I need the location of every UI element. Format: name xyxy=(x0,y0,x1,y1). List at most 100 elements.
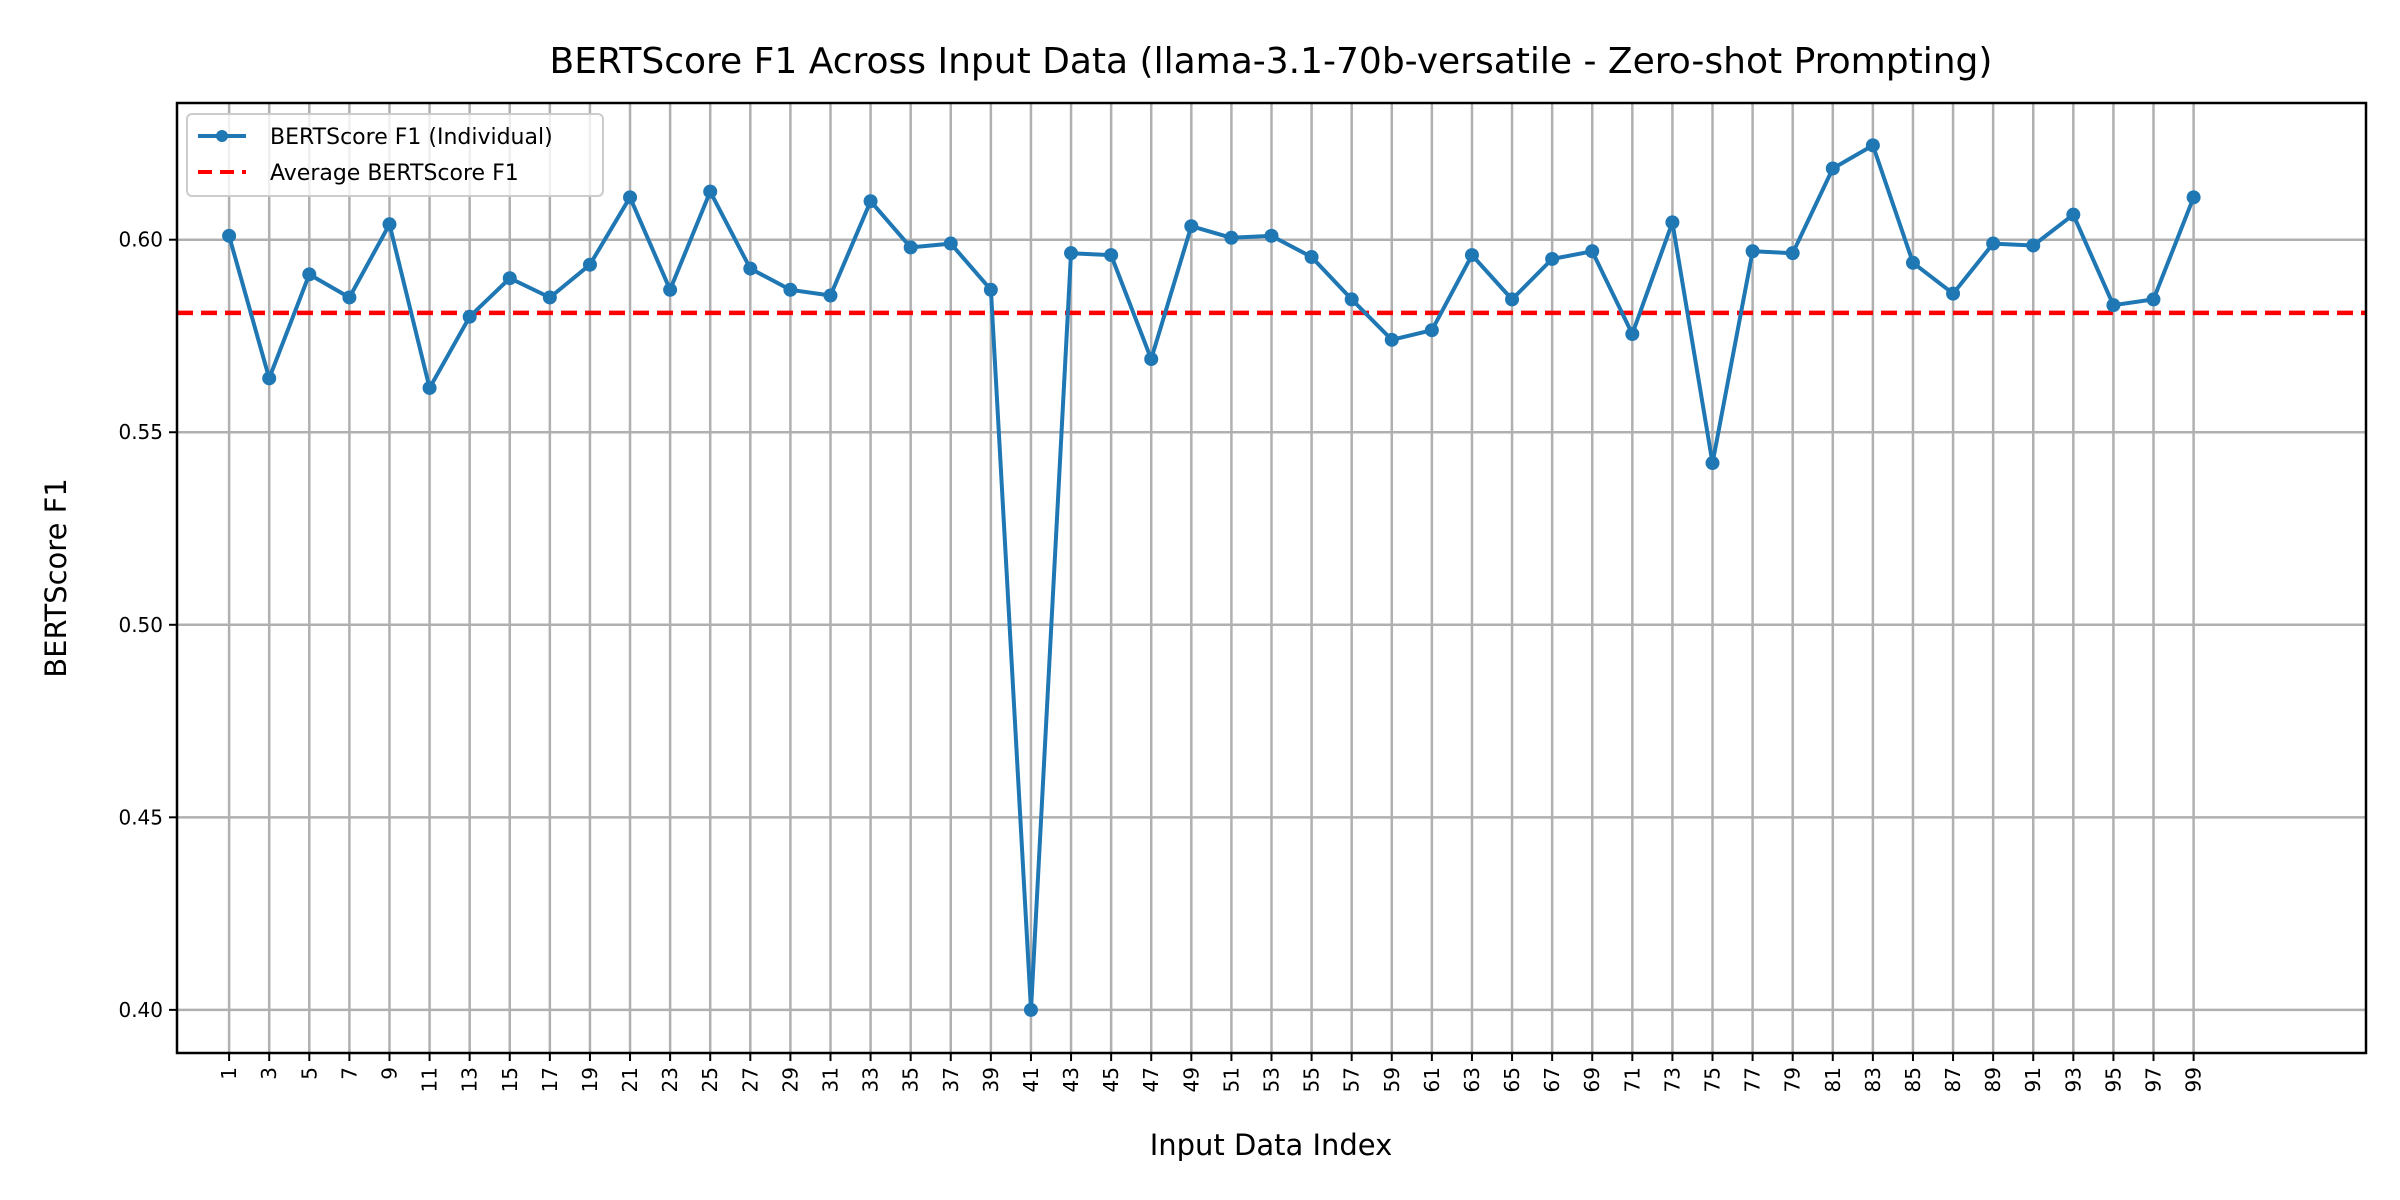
x-tick-label: 99 xyxy=(2182,1067,2206,1092)
data-point xyxy=(2066,207,2081,222)
x-tick-label: 29 xyxy=(778,1067,802,1092)
y-tick-label: 0.40 xyxy=(118,998,163,1022)
data-point xyxy=(1905,255,1920,270)
x-tick-label: 69 xyxy=(1580,1067,1604,1092)
data-point xyxy=(1384,332,1399,347)
x-tick-label: 59 xyxy=(1380,1067,1404,1092)
x-tick-label: 91 xyxy=(2021,1067,2045,1092)
x-tick-label: 83 xyxy=(1861,1067,1885,1092)
x-tick-label: 81 xyxy=(1821,1067,1845,1092)
x-axis-label: Input Data Index xyxy=(1150,1128,1393,1162)
x-tick-label: 7 xyxy=(337,1067,361,1080)
legend: BERTScore F1 (Individual) Average BERTSc… xyxy=(186,113,604,197)
x-tick-label: 65 xyxy=(1500,1067,1524,1092)
x-tick-label: 97 xyxy=(2142,1067,2166,1092)
data-point xyxy=(1705,456,1720,471)
data-point xyxy=(1264,228,1279,243)
legend-label-individual: BERTScore F1 (Individual) xyxy=(270,125,553,150)
x-tick-label: 71 xyxy=(1620,1067,1644,1092)
data-point xyxy=(262,371,277,386)
data-point xyxy=(1625,327,1640,342)
data-point xyxy=(2026,238,2041,253)
series-layer xyxy=(222,138,2201,1017)
data-point xyxy=(1424,323,1439,338)
x-tick-label: 31 xyxy=(818,1067,842,1092)
x-tick-label: 25 xyxy=(698,1067,722,1092)
data-point xyxy=(903,240,918,255)
data-point xyxy=(2186,190,2201,205)
x-tick-label: 13 xyxy=(458,1067,482,1092)
data-point xyxy=(743,261,758,276)
data-point xyxy=(863,194,878,209)
data-point xyxy=(623,190,638,205)
x-tick-label: 53 xyxy=(1260,1067,1284,1092)
data-point xyxy=(663,282,678,297)
x-tick-label: 55 xyxy=(1300,1067,1324,1092)
x-tick-label: 51 xyxy=(1219,1067,1243,1092)
x-tick-label: 85 xyxy=(1901,1067,1925,1092)
data-point xyxy=(1986,236,2001,251)
data-point xyxy=(1545,251,1560,266)
chart-title: BERTScore F1 Across Input Data (llama-3.… xyxy=(550,41,1993,82)
data-point xyxy=(983,282,998,297)
x-tick-label: 5 xyxy=(297,1067,321,1080)
data-point xyxy=(943,236,958,251)
grid xyxy=(177,103,2366,1053)
data-point xyxy=(1825,161,1840,176)
x-tick-label: 75 xyxy=(1701,1067,1725,1092)
x-tick-label: 19 xyxy=(578,1067,602,1092)
x-tick-label: 73 xyxy=(1660,1067,1684,1092)
data-point xyxy=(823,288,838,303)
x-tick-label: 67 xyxy=(1540,1067,1564,1092)
data-point xyxy=(1304,250,1319,265)
x-tick-label: 47 xyxy=(1139,1067,1163,1092)
x-tick-label: 35 xyxy=(899,1067,923,1092)
data-point xyxy=(1505,292,1520,307)
x-tick-label: 1 xyxy=(217,1067,241,1080)
x-tick-label: 77 xyxy=(1741,1067,1765,1092)
x-tick-label: 11 xyxy=(418,1067,442,1092)
data-point xyxy=(1023,1002,1038,1017)
data-point xyxy=(1946,286,1961,301)
x-tick-label: 39 xyxy=(979,1067,1003,1092)
x-tick-label: 95 xyxy=(2101,1067,2125,1092)
data-point xyxy=(382,217,397,232)
data-point xyxy=(1104,248,1119,263)
data-point xyxy=(1184,219,1199,234)
data-point xyxy=(582,257,597,272)
data-point xyxy=(1464,248,1479,263)
x-tick-label: 45 xyxy=(1099,1067,1123,1092)
data-point xyxy=(703,184,718,199)
x-tick-label: 27 xyxy=(738,1067,762,1092)
y-tick-label: 0.55 xyxy=(118,420,163,444)
data-point xyxy=(2106,298,2121,313)
x-tick-label: 87 xyxy=(1941,1067,1965,1092)
data-point xyxy=(1585,244,1600,259)
x-tick-label: 3 xyxy=(257,1067,281,1080)
series-line-individual xyxy=(227,143,2196,1012)
x-tick-label: 49 xyxy=(1179,1067,1203,1092)
x-axis-ticks: 1 3 5 7 9 11 13 15 17 19 21 23 25 27 29 31 33 35 37 39 41 43 4… xyxy=(217,1053,2206,1092)
x-tick-label: 43 xyxy=(1059,1067,1083,1092)
data-point xyxy=(542,290,557,305)
x-tick-label: 93 xyxy=(2061,1067,2085,1092)
data-point xyxy=(302,267,317,282)
data-point xyxy=(462,309,477,324)
x-tick-label: 41 xyxy=(1019,1067,1043,1092)
x-tick-label: 79 xyxy=(1781,1067,1805,1092)
y-axis-ticks: 0.40 0.45 0.50 0.55 0.60 xyxy=(118,228,177,1022)
y-axis-label: BERTScore F1 xyxy=(39,478,73,678)
x-tick-label: 23 xyxy=(658,1067,682,1092)
data-point xyxy=(1064,246,1079,261)
x-tick-label: 15 xyxy=(498,1067,522,1092)
legend-box xyxy=(186,113,604,197)
data-point xyxy=(1144,352,1159,367)
y-tick-label: 0.45 xyxy=(118,805,163,829)
x-tick-label: 57 xyxy=(1340,1067,1364,1092)
x-tick-label: 37 xyxy=(939,1067,963,1092)
data-point xyxy=(422,380,437,395)
x-tick-label: 17 xyxy=(538,1067,562,1092)
data-point xyxy=(502,271,517,286)
legend-marker-individual xyxy=(216,130,228,142)
